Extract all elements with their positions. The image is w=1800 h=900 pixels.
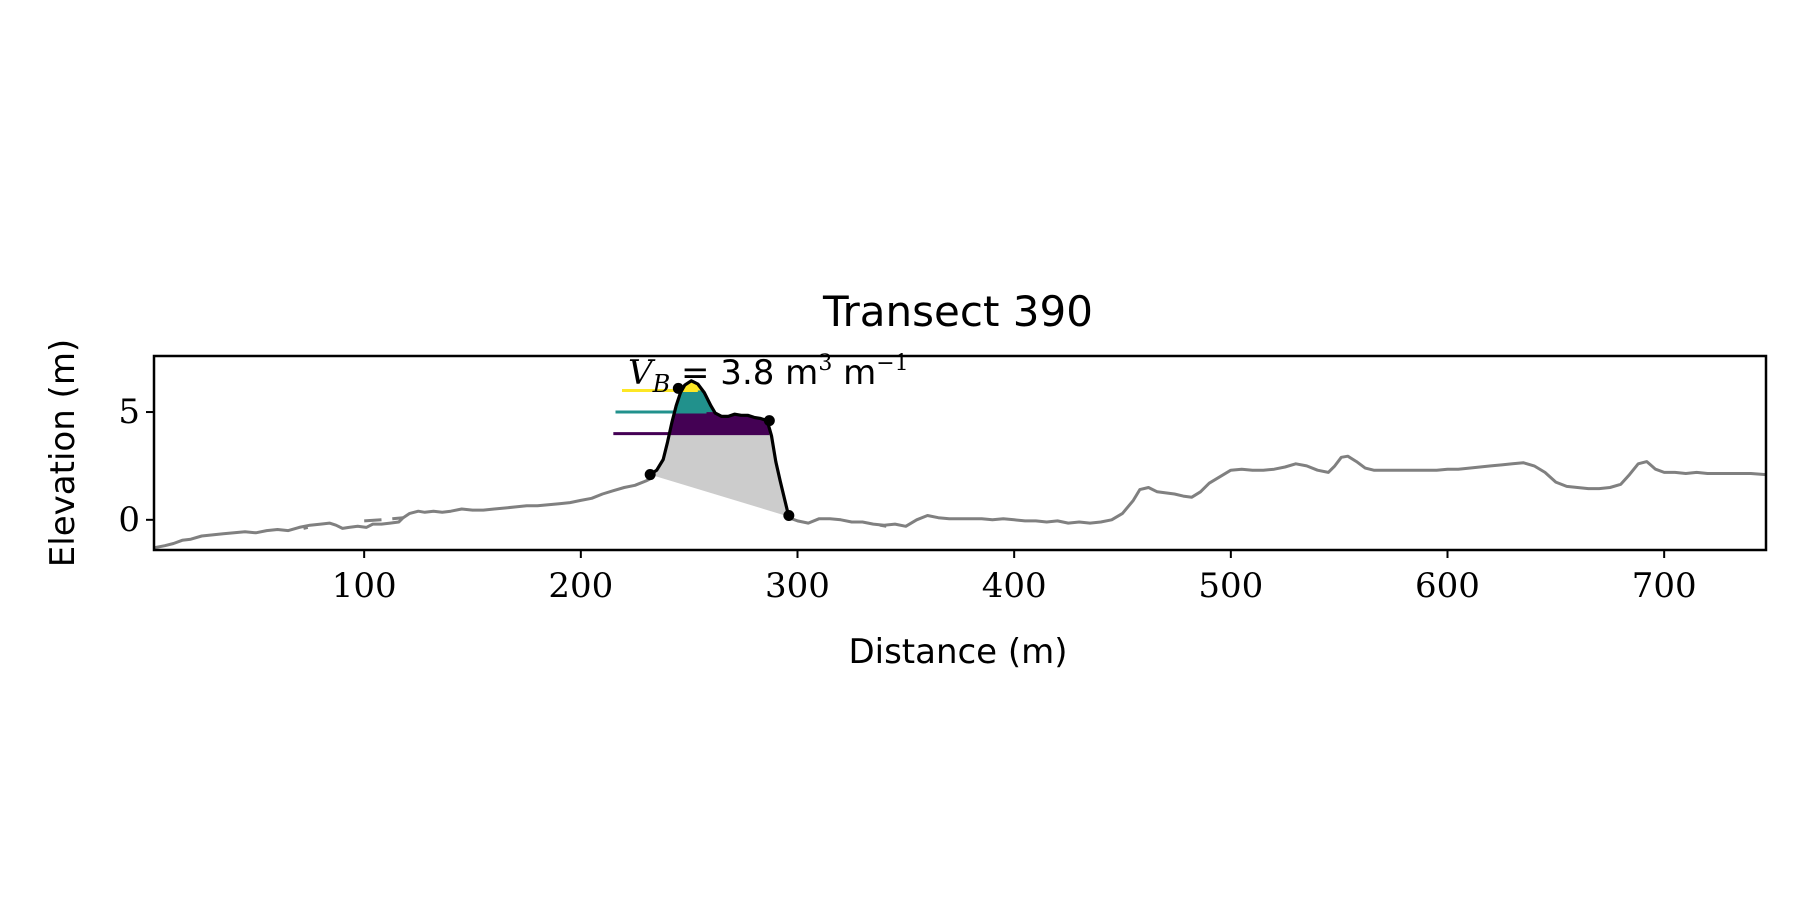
x-tick-label: 500 bbox=[1198, 566, 1263, 606]
dune-points bbox=[644, 382, 795, 522]
y-axis-ticks: 05 bbox=[118, 392, 154, 540]
profile-fragment-3 bbox=[392, 516, 404, 521]
x-axis-ticks: 100 200 300 400 500 600 700 bbox=[332, 550, 1697, 606]
x-tick-label: 100 bbox=[332, 566, 397, 606]
annotation-middle: = 3.8 m bbox=[670, 353, 818, 393]
plot-frame bbox=[152, 354, 1768, 552]
volume-band-low bbox=[650, 412, 789, 434]
x-axis-label: Distance (m) bbox=[848, 632, 1067, 672]
x-tick-label: 600 bbox=[1415, 566, 1480, 606]
profile-fragment-4 bbox=[879, 523, 887, 528]
x-tick-label: 300 bbox=[765, 566, 830, 606]
annotation-sup1: 3 bbox=[818, 351, 832, 376]
dune-point-2 bbox=[672, 382, 684, 394]
volume-annotation: VB = 3.8 m3 m−1 bbox=[628, 351, 909, 398]
profile-segment-2 bbox=[788, 454, 1766, 528]
dune-base-fill bbox=[650, 380, 789, 517]
volume-band-high bbox=[650, 380, 789, 391]
y-tick-label: 5 bbox=[118, 392, 140, 432]
profile-fragment-2 bbox=[364, 518, 382, 523]
dune-point-3 bbox=[763, 415, 775, 427]
elevation-profile bbox=[154, 454, 1766, 550]
profile-segment-1 bbox=[154, 477, 651, 550]
profile-fragment-1 bbox=[303, 525, 309, 530]
y-axis-label: Elevation (m) bbox=[43, 339, 83, 567]
annotation-subscript: B bbox=[652, 370, 671, 398]
layer-level-lines bbox=[613, 388, 770, 436]
x-tick-label: 700 bbox=[1632, 566, 1697, 606]
dune-base-area bbox=[650, 380, 789, 517]
y-tick-label: 0 bbox=[118, 500, 140, 540]
dune-point-4 bbox=[783, 510, 795, 522]
chart-title: Transect 390 bbox=[822, 287, 1093, 336]
volume-band-mid bbox=[650, 390, 789, 413]
dune-point-1 bbox=[644, 469, 656, 481]
plot-area bbox=[154, 379, 1766, 550]
annotation-prefix: V bbox=[628, 353, 656, 393]
annotation-sup2: −1 bbox=[876, 351, 908, 376]
x-tick-label: 200 bbox=[548, 566, 613, 606]
x-tick-label: 400 bbox=[982, 566, 1047, 606]
dune-volume-layers bbox=[650, 380, 789, 434]
annotation-suffix: m bbox=[832, 353, 876, 393]
